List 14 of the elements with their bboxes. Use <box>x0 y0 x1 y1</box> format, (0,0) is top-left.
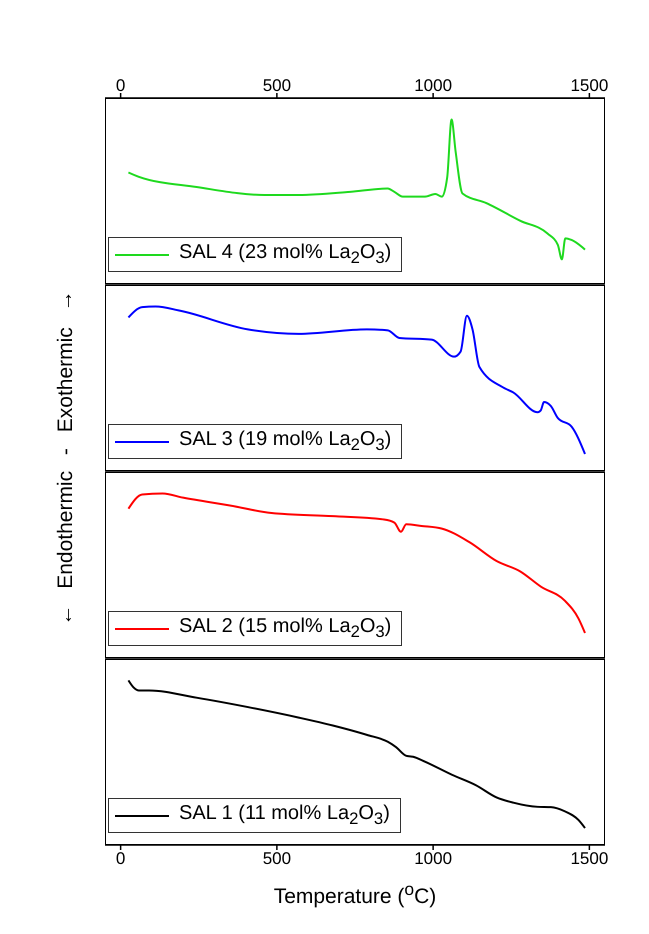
y-axis-title: ← Endothermic - Exothermic → <box>54 290 77 626</box>
legend-label: SAL 4 (23 mol% La$_{2}$O$_{3}$) <box>179 241 392 268</box>
x2-tick-label: 0 <box>116 76 126 95</box>
x-tick-label: 0 <box>116 849 126 868</box>
legend-label: SAL 3 (19 mol% La$_{2}$O$_{3}$) <box>179 428 392 455</box>
x-axis-title: Temperature ($^{o}$C) <box>272 879 438 909</box>
x2-tick-label: 1000 <box>414 76 452 95</box>
legend-label: SAL 1 (11 mol% La$_{2}$O$_{3}$) <box>179 802 390 829</box>
x-tick-label: 1000 <box>414 849 452 868</box>
x-tick-label: 500 <box>262 849 292 868</box>
legend-label: SAL 2 (15 mol% La$_{2}$O$_{3}$) <box>179 615 392 642</box>
x2-tick-label: 1500 <box>570 76 608 95</box>
x2-tick-label: 500 <box>262 76 292 95</box>
x-tick-label: 1500 <box>570 849 608 868</box>
